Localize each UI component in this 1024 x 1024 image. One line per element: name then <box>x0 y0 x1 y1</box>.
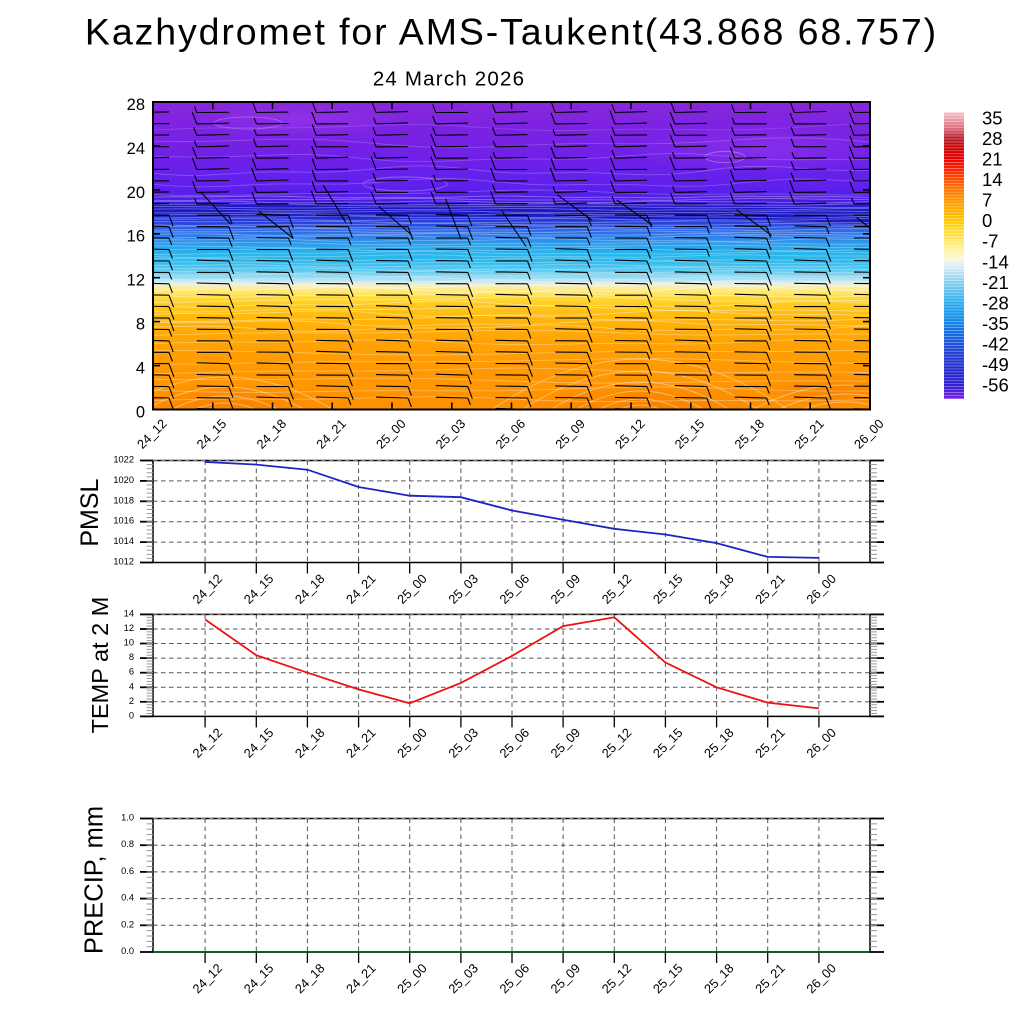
svg-text:21: 21 <box>982 148 1003 169</box>
svg-text:1022: 1022 <box>113 454 134 464</box>
svg-text:1012: 1012 <box>113 556 134 566</box>
svg-text:0.6: 0.6 <box>121 866 134 876</box>
svg-text:-7: -7 <box>982 231 998 252</box>
svg-text:PMSL: PMSL <box>76 478 104 546</box>
svg-text:PRECIP, mm: PRECIP, mm <box>81 806 109 954</box>
svg-text:35: 35 <box>982 107 1003 128</box>
svg-text:28: 28 <box>127 96 145 114</box>
svg-text:1.0: 1.0 <box>121 812 134 822</box>
svg-text:12: 12 <box>127 272 145 290</box>
svg-text:16: 16 <box>127 228 145 246</box>
svg-text:Kazhydromet for AMS-Taukent(43: Kazhydromet for AMS-Taukent(43.868 68.75… <box>85 11 938 53</box>
svg-text:14: 14 <box>124 608 134 618</box>
svg-text:-56: -56 <box>982 375 1009 396</box>
svg-text:10: 10 <box>124 637 134 647</box>
svg-text:2: 2 <box>129 696 134 706</box>
svg-text:0: 0 <box>136 403 145 421</box>
svg-text:12: 12 <box>124 623 134 633</box>
svg-text:0.0: 0.0 <box>121 946 134 956</box>
svg-text:14: 14 <box>982 169 1003 190</box>
svg-text:8: 8 <box>136 315 145 333</box>
svg-text:0.8: 0.8 <box>121 839 134 849</box>
svg-text:20: 20 <box>127 184 145 202</box>
svg-text:-14: -14 <box>982 251 1009 272</box>
svg-text:-28: -28 <box>982 292 1009 313</box>
svg-text:-49: -49 <box>982 354 1009 375</box>
svg-text:7: 7 <box>982 190 992 211</box>
svg-text:-42: -42 <box>982 333 1009 354</box>
svg-text:4: 4 <box>129 681 134 691</box>
svg-text:0.4: 0.4 <box>121 893 134 903</box>
svg-text:0: 0 <box>129 710 134 720</box>
svg-text:4: 4 <box>136 359 145 377</box>
svg-text:6: 6 <box>129 667 134 677</box>
svg-text:-21: -21 <box>982 272 1009 293</box>
svg-text:28: 28 <box>982 128 1003 149</box>
svg-text:24 March 2026: 24 March 2026 <box>373 68 525 91</box>
svg-text:TEMP at 2 M: TEMP at 2 M <box>87 597 113 734</box>
svg-text:0.2: 0.2 <box>121 919 134 929</box>
svg-text:1020: 1020 <box>113 475 134 485</box>
svg-text:24: 24 <box>127 140 145 158</box>
svg-text:1018: 1018 <box>113 495 134 505</box>
svg-text:-35: -35 <box>982 313 1009 334</box>
svg-text:1016: 1016 <box>113 516 134 526</box>
svg-text:8: 8 <box>129 652 134 662</box>
svg-text:0: 0 <box>982 210 992 231</box>
svg-text:1014: 1014 <box>113 536 134 546</box>
